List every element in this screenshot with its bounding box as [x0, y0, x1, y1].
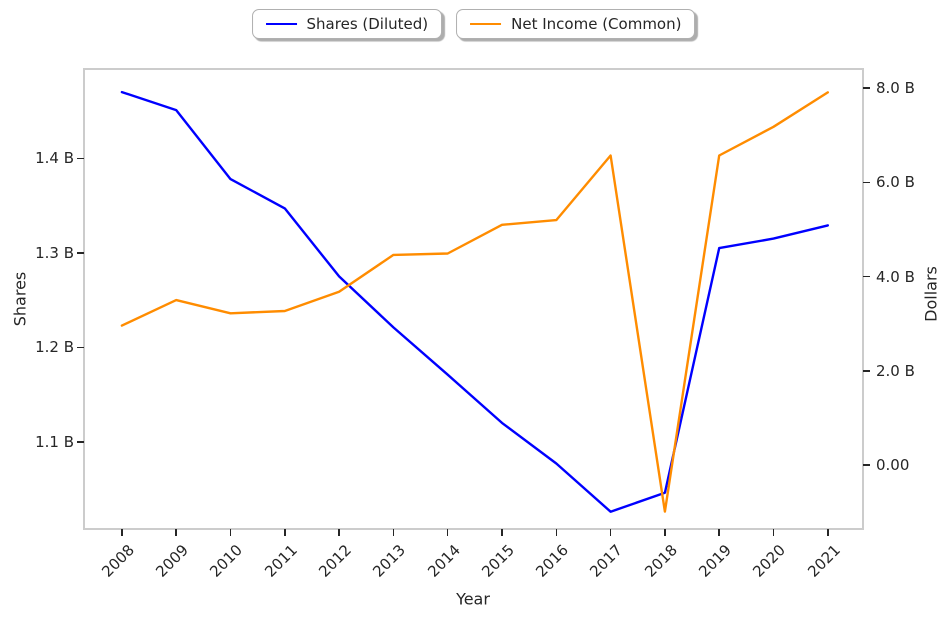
legend-item-net-income: Net Income (Common) — [456, 9, 696, 39]
x-tick — [175, 529, 177, 536]
x-tick-label: 2010 — [206, 541, 247, 581]
y-tick-label-left: 1.2 B — [35, 338, 74, 357]
x-tick — [609, 529, 612, 536]
y-tick-left — [77, 346, 84, 349]
y-tick-label-right: 2.0 B — [876, 361, 915, 380]
x-tick — [718, 529, 720, 536]
x-tick — [229, 529, 232, 536]
y-tick-right — [863, 181, 870, 184]
series-line-net-income — [120, 91, 829, 513]
y-tick-left — [77, 157, 84, 160]
x-tick-label: 2012 — [315, 541, 355, 581]
x-tick-label: 2019 — [695, 541, 735, 581]
x-tick — [338, 529, 340, 536]
shares-line-swatch — [265, 22, 297, 26]
x-tick-label: 2018 — [640, 541, 681, 581]
legend-label-shares: Shares (Diluted) — [306, 15, 429, 33]
y-tick-right — [863, 370, 870, 372]
y-tick-label-right: 8.0 B — [876, 79, 915, 98]
x-tick-label: 2016 — [532, 541, 573, 581]
x-tick — [827, 529, 829, 536]
x-tick-label: 2009 — [152, 541, 192, 581]
y-tick-right — [863, 464, 870, 466]
y-tick-label-right: 4.0 B — [876, 267, 915, 286]
x-tick — [555, 529, 558, 536]
chart-canvas — [120, 90, 829, 513]
series-line-shares-diluted — [120, 90, 829, 513]
x-tick-label: 2017 — [586, 541, 627, 581]
x-tick — [121, 529, 123, 536]
x-tick-label: 2013 — [369, 541, 410, 581]
x-tick — [446, 529, 449, 536]
x-tick-label: 2020 — [749, 541, 790, 581]
x-tick-label: 2021 — [803, 541, 844, 581]
x-tick — [772, 529, 775, 536]
y-tick-right — [863, 275, 870, 278]
y-tick-label-right: 0.00 — [876, 455, 910, 474]
y-tick-right — [863, 87, 870, 89]
legend-item-shares-diluted: Shares (Diluted) — [251, 9, 443, 39]
legend-label-net-income: Net Income (Common) — [511, 15, 682, 33]
y-tick-label-left: 1.4 B — [35, 149, 74, 168]
x-tick — [664, 529, 666, 536]
plot-area — [83, 68, 864, 530]
x-tick-label: 2011 — [260, 541, 301, 581]
y-tick-left — [77, 441, 84, 443]
x-axis-label: Year — [456, 589, 490, 609]
y-tick-left — [77, 252, 84, 254]
x-tick — [501, 529, 503, 536]
y-tick-label-left: 1.3 B — [35, 243, 74, 262]
x-tick — [392, 529, 395, 536]
y-tick-label-left: 1.1 B — [35, 432, 74, 451]
legend: Shares (Diluted) Net Income (Common) — [251, 9, 696, 39]
x-tick — [284, 529, 286, 536]
net-income-line-swatch — [470, 22, 502, 26]
x-tick-label: 2015 — [477, 541, 518, 581]
x-tick-label: 2008 — [97, 541, 138, 581]
x-tick-label: 2014 — [423, 541, 464, 581]
y-axis-label-right: Dollars — [921, 266, 941, 322]
y-tick-label-right: 6.0 B — [876, 173, 915, 192]
y-axis-label-left: Shares — [10, 271, 30, 327]
